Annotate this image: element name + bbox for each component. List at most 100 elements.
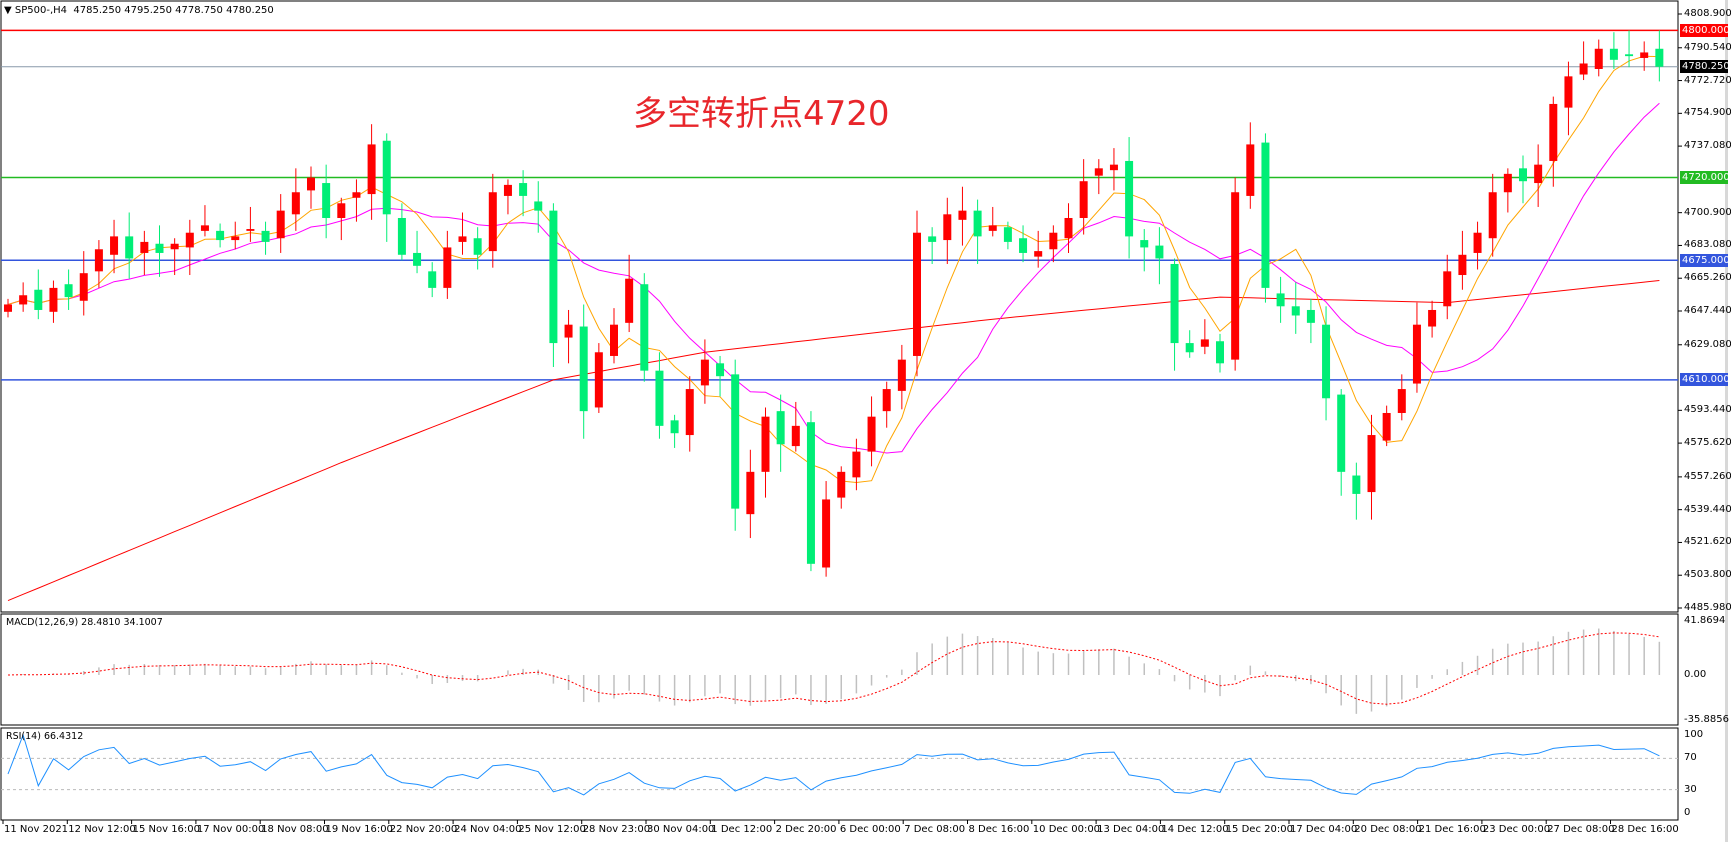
symbol-label: SP500-,H4 — [14, 5, 68, 16]
candle-body — [1382, 412, 1391, 441]
candle-body — [140, 241, 149, 253]
candle-body — [1428, 309, 1437, 327]
candle-body — [958, 210, 967, 220]
candle-body — [579, 326, 588, 412]
time-axis-label: 24 Nov 04:00 — [454, 824, 522, 835]
candle-body — [200, 225, 209, 231]
price-axis-label: 4808.900 — [1684, 8, 1731, 19]
time-axis-label: 10 Dec 00:00 — [1032, 824, 1101, 835]
candle-body — [1140, 240, 1149, 248]
candle-body — [776, 411, 785, 445]
candle-body — [1064, 217, 1073, 239]
current-price-label: 4780.250 — [1680, 60, 1730, 74]
time-axis-label: 20 Dec 08:00 — [1354, 824, 1422, 835]
candle-body — [685, 389, 694, 436]
price-axis-label: 4647.440 — [1684, 305, 1731, 316]
price-axis-label: 4737.080 — [1684, 140, 1731, 152]
time-axis-label: 22 Nov 20:00 — [389, 824, 458, 835]
candle-body — [1125, 160, 1134, 237]
candle-body — [49, 287, 58, 312]
candle-body — [806, 422, 815, 564]
time-axis-label: 1 Dec 12:00 — [711, 824, 773, 835]
level-label-4800: 4800.000 — [1680, 23, 1730, 37]
candle-body — [1291, 306, 1300, 316]
candle-body — [155, 243, 164, 253]
rsi-pane-border — [0, 727, 1679, 821]
ma-long-line — [7, 280, 1660, 602]
candle-body — [322, 183, 331, 218]
candle-body — [1397, 389, 1406, 413]
candle-body — [988, 225, 997, 231]
candle-body — [367, 144, 376, 195]
time-axis-label: 13 Dec 04:00 — [1097, 824, 1165, 835]
candle-body — [625, 278, 634, 323]
candle-body — [1458, 254, 1467, 276]
chart-annotation: 多空转折点4720 — [633, 94, 890, 134]
candle-body — [231, 236, 240, 241]
candle-body — [1488, 192, 1497, 239]
candle-body — [731, 374, 740, 509]
macd-axis-label: 0.00 — [1684, 669, 1707, 680]
candle-body — [1094, 168, 1103, 176]
candle-body — [837, 471, 846, 498]
collapse-triangle-icon[interactable]: ▼ — [4, 5, 12, 16]
candle-body — [34, 289, 43, 310]
candle-body — [397, 217, 406, 255]
price-axis-label: 4683.080 — [1684, 239, 1731, 251]
macd-pane-border — [0, 613, 1679, 726]
candle-body — [1306, 309, 1315, 323]
time-axis-label: 7 Dec 08:00 — [904, 824, 966, 835]
candle-body — [443, 247, 452, 288]
candle-body — [1609, 48, 1618, 60]
time-axis-label: 19 Nov 16:00 — [325, 824, 393, 835]
candle-body — [822, 499, 831, 568]
price-axis-label: 4539.440 — [1684, 503, 1731, 515]
candle-body — [791, 425, 800, 447]
time-axis-label: 21 Dec 16:00 — [1418, 824, 1486, 835]
candle-body — [700, 359, 709, 386]
candle-body — [867, 416, 876, 452]
candle-body — [1579, 63, 1588, 75]
macd-signal-line — [7, 632, 1660, 705]
time-axis-label: 23 Dec 00:00 — [1482, 824, 1551, 835]
price-axis-label: 4557.260 — [1684, 470, 1731, 482]
time-axis-label: 17 Nov 00:00 — [196, 824, 265, 835]
candle-body — [1246, 144, 1255, 196]
candle-body — [1034, 251, 1043, 257]
price-axis-label: 4754.900 — [1684, 107, 1731, 119]
time-axis-label: 17 Dec 04:00 — [1290, 824, 1358, 835]
candle-body — [4, 304, 12, 312]
candle-body — [1185, 343, 1194, 353]
rsi-axis-label: 0 — [1684, 807, 1691, 818]
candle-body — [1564, 76, 1573, 108]
price-axis-label: 4503.800 — [1684, 569, 1731, 581]
candle-body — [19, 295, 28, 305]
candle-body — [1443, 271, 1452, 307]
candle-body — [549, 210, 558, 344]
price-axis-label: 4700.900 — [1684, 206, 1731, 218]
ma-mid-line — [7, 102, 1660, 454]
macd-label: MACD(12,26,9) 28.4810 34.1007 — [6, 617, 163, 628]
candle-body — [534, 201, 543, 211]
candle-body — [1109, 164, 1118, 171]
candle-body — [928, 236, 937, 242]
candle-body — [125, 236, 134, 259]
candle-body — [1412, 324, 1421, 384]
candle-body — [882, 389, 891, 412]
candle-body — [746, 471, 755, 515]
candle-body — [1019, 238, 1028, 253]
candle-body — [610, 324, 618, 356]
candle-body — [216, 230, 225, 241]
time-axis-label: 8 Dec 16:00 — [968, 824, 1030, 835]
time-axis-label: 2 Dec 20:00 — [775, 824, 837, 835]
macd-axis-label: -35.8856 — [1684, 714, 1729, 725]
candle-body — [79, 273, 88, 301]
candle-body — [1200, 339, 1209, 347]
candle-body — [1231, 192, 1240, 360]
price-axis-label: 4665.260 — [1684, 272, 1731, 284]
price-axis-label: 4485.980 — [1684, 602, 1731, 613]
chart-header: ▼ SP500-,H4 4785.250 4795.250 4778.750 4… — [4, 5, 274, 16]
candle-body — [488, 192, 497, 252]
